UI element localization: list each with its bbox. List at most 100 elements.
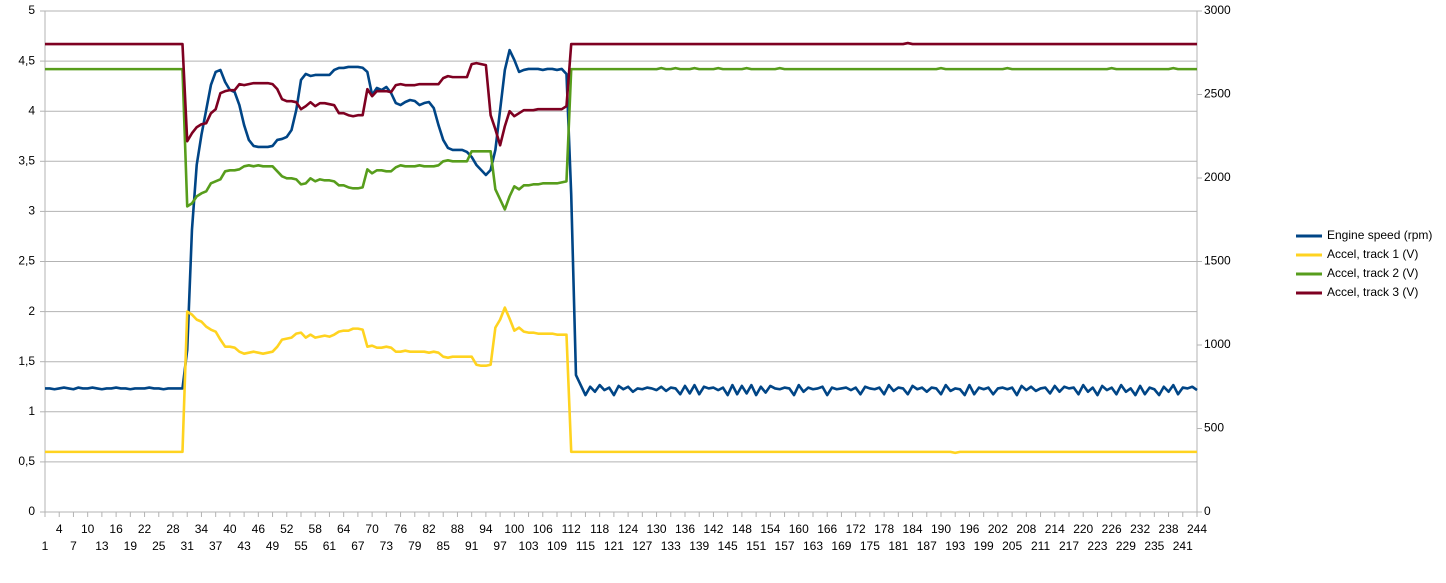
- x-tick-label: 202: [988, 522, 1008, 536]
- y-tick-label: 0,5: [18, 454, 35, 468]
- x-tick-label: 133: [661, 539, 681, 553]
- x-tick-label: 13: [95, 539, 109, 553]
- x-tick-label: 235: [1144, 539, 1164, 553]
- y-tick-label: 0: [28, 504, 35, 518]
- x-tick-label: 25: [152, 539, 166, 553]
- y2-tick-label: 500: [1204, 421, 1224, 435]
- x-tick-label: 1: [42, 539, 49, 553]
- x-tick-label: 244: [1187, 522, 1207, 536]
- x-tick-label: 145: [718, 539, 738, 553]
- x-tick-label: 85: [437, 539, 451, 553]
- x-tick-label: 169: [831, 539, 851, 553]
- x-tick-label: 22: [138, 522, 152, 536]
- x-tick-label: 109: [547, 539, 567, 553]
- x-tick-label: 166: [817, 522, 837, 536]
- x-tick-label: 154: [760, 522, 780, 536]
- x-tick-label: 91: [465, 539, 479, 553]
- x-tick-label: 196: [959, 522, 979, 536]
- legend-label: Accel, track 3 (V): [1327, 285, 1418, 299]
- y-tick-label: 2: [28, 304, 35, 318]
- y-tick-label: 3,5: [18, 153, 35, 167]
- y2-tick-label: 2000: [1204, 170, 1231, 184]
- x-tick-label: 142: [703, 522, 723, 536]
- y-tick-label: 4,5: [18, 53, 35, 67]
- x-tick-label: 181: [888, 539, 908, 553]
- y2-tick-label: 1500: [1204, 254, 1231, 268]
- x-tick-label: 4: [56, 522, 63, 536]
- x-tick-label: 64: [337, 522, 351, 536]
- x-tick-label: 46: [252, 522, 266, 536]
- x-tick-label: 172: [846, 522, 866, 536]
- x-tick-label: 106: [533, 522, 553, 536]
- y-tick-label: 2,5: [18, 254, 35, 268]
- x-tick-label: 178: [874, 522, 894, 536]
- x-tick-label: 175: [860, 539, 880, 553]
- y-tick-label: 3: [28, 204, 35, 218]
- x-tick-label: 58: [309, 522, 323, 536]
- x-tick-label: 97: [493, 539, 507, 553]
- x-tick-label: 61: [323, 539, 337, 553]
- x-tick-label: 226: [1102, 522, 1122, 536]
- x-tick-label: 199: [974, 539, 994, 553]
- x-tick-label: 238: [1159, 522, 1179, 536]
- x-tick-label: 148: [732, 522, 752, 536]
- y-tick-label: 1,5: [18, 354, 35, 368]
- x-tick-label: 73: [380, 539, 394, 553]
- x-tick-label: 160: [789, 522, 809, 536]
- x-tick-label: 223: [1087, 539, 1107, 553]
- x-tick-label: 190: [931, 522, 951, 536]
- x-tick-label: 37: [209, 539, 223, 553]
- x-tick-label: 76: [394, 522, 408, 536]
- series-line: [45, 306, 1197, 455]
- x-tick-label: 211: [1031, 539, 1050, 553]
- y-tick-label: 4: [28, 103, 35, 117]
- x-tick-label: 31: [181, 539, 195, 553]
- x-tick-label: 121: [604, 539, 624, 553]
- x-tick-label: 205: [1002, 539, 1022, 553]
- x-tick-label: 220: [1073, 522, 1093, 536]
- x-tick-label: 124: [618, 522, 638, 536]
- x-tick-label: 208: [1016, 522, 1036, 536]
- x-tick-label: 79: [408, 539, 422, 553]
- y2-tick-label: 2500: [1204, 87, 1231, 101]
- x-tick-label: 139: [689, 539, 709, 553]
- legend-label: Accel, track 1 (V): [1327, 247, 1418, 261]
- x-tick-label: 136: [675, 522, 695, 536]
- x-tick-label: 70: [365, 522, 379, 536]
- x-tick-label: 7: [70, 539, 77, 553]
- x-tick-label: 67: [351, 539, 365, 553]
- x-tick-label: 55: [294, 539, 308, 553]
- x-tick-label: 49: [266, 539, 280, 553]
- x-tick-label: 127: [632, 539, 652, 553]
- x-tick-label: 88: [451, 522, 465, 536]
- y-tick-label: 5: [28, 3, 35, 17]
- y2-tick-label: 3000: [1204, 3, 1231, 17]
- series-line: [45, 48, 1198, 397]
- x-tick-label: 130: [647, 522, 667, 536]
- series-line: [45, 41, 1197, 147]
- y-tick-label: 1: [28, 404, 35, 418]
- x-tick-label: 43: [237, 539, 251, 553]
- x-tick-label: 184: [903, 522, 923, 536]
- x-tick-label: 19: [124, 539, 138, 553]
- x-tick-label: 34: [195, 522, 209, 536]
- x-tick-label: 232: [1130, 522, 1150, 536]
- x-tick-label: 115: [576, 539, 595, 553]
- x-tick-label: 193: [945, 539, 965, 553]
- x-tick-label: 28: [166, 522, 180, 536]
- x-tick-label: 163: [803, 539, 823, 553]
- x-tick-label: 103: [519, 539, 539, 553]
- x-tick-label: 118: [590, 522, 609, 536]
- x-tick-label: 100: [504, 522, 524, 536]
- x-tick-label: 151: [746, 539, 766, 553]
- legend-label: Accel, track 2 (V): [1327, 266, 1418, 280]
- x-tick-label: 214: [1045, 522, 1065, 536]
- x-tick-label: 16: [109, 522, 123, 536]
- x-tick-label: 52: [280, 522, 294, 536]
- x-tick-label: 187: [917, 539, 937, 553]
- x-tick-label: 217: [1059, 539, 1079, 553]
- x-tick-label: 40: [223, 522, 237, 536]
- x-tick-label: 10: [81, 522, 95, 536]
